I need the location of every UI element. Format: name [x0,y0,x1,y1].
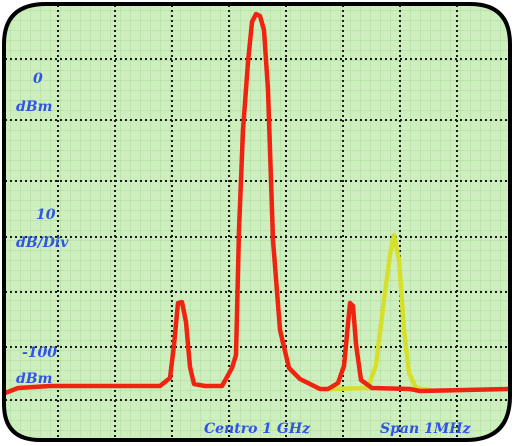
ref-level-label: 0 [33,71,43,87]
scale-value-label: 10 [36,207,56,223]
secondary-trace [327,232,433,393]
span-label: Span 1MHz [380,421,471,437]
main-trace [4,11,510,398]
bottom-unit-label: dBm [16,371,52,387]
bottom-level-label: -100 [22,345,57,361]
scale-unit-label: dB/Div [16,235,69,251]
screen-frame [2,2,512,442]
ref-unit-label: dBm [16,99,52,115]
center-frequency-label: Centro 1 GHz [204,421,311,437]
